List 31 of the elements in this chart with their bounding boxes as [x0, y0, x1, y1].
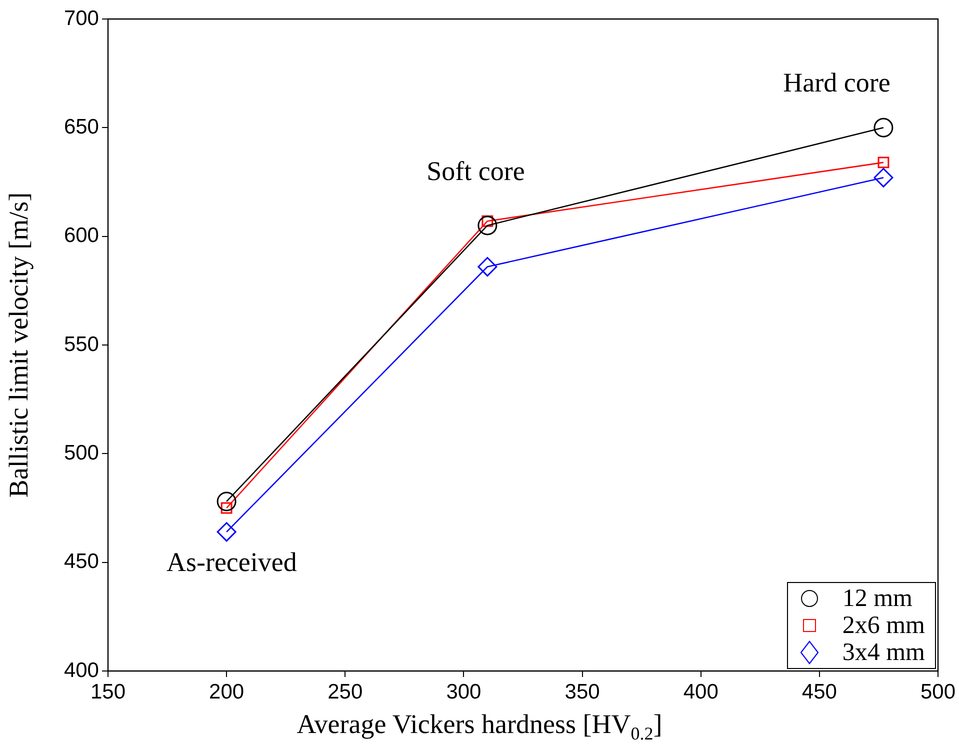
point	[874, 118, 894, 138]
x-axis-title: Average Vickers hardness [HV$_{0.2}$]	[296, 709, 664, 744]
y-tick-label: 550	[64, 332, 99, 356]
x-tick-label: 400	[683, 680, 718, 704]
y-tick-label: 700	[64, 6, 99, 30]
y-axis-title: Ballistic limit velocity [m/s]	[3, 192, 34, 498]
x-tick-label: 150	[90, 680, 126, 704]
annotation: As-received	[166, 547, 298, 578]
point	[216, 522, 236, 542]
x-tick-label: 350	[564, 680, 600, 704]
x-tick-label: 200	[209, 680, 244, 704]
annotation: Soft core	[426, 156, 525, 186]
legend-label: 12 mm	[842, 585, 912, 612]
y-tick-label: 600	[64, 224, 99, 248]
x-tick-label: 300	[446, 680, 482, 704]
point	[220, 502, 232, 514]
x-tick-label: 500	[920, 680, 956, 704]
point	[478, 257, 498, 277]
y-tick-label: 500	[64, 441, 99, 464]
x-tick-label: 450	[802, 680, 837, 704]
point	[478, 216, 498, 236]
point	[216, 492, 236, 512]
point	[874, 168, 894, 188]
y-tick-label: 400	[64, 658, 99, 682]
x-tick-label: 250	[328, 680, 363, 704]
legend-label: 3x4 mm	[842, 639, 925, 666]
y-tick-label: 450	[64, 550, 99, 574]
y-tick-label: 650	[64, 115, 99, 138]
legend-label: 2x6 mm	[842, 612, 925, 639]
point	[878, 156, 890, 168]
annotation: Hard core	[783, 67, 890, 98]
